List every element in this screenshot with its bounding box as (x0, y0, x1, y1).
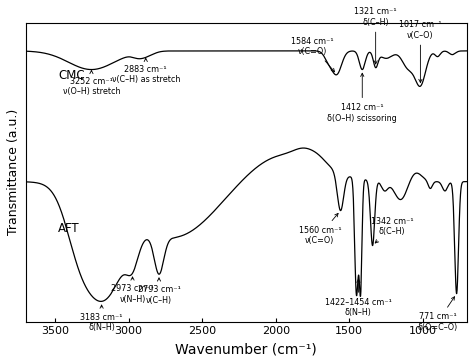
Text: 3183 cm⁻¹
δ(N–H): 3183 cm⁻¹ δ(N–H) (81, 305, 123, 332)
Text: 1321 cm⁻¹
δ(C–H): 1321 cm⁻¹ δ(C–H) (355, 7, 397, 64)
Text: 2973 cm⁻¹
ν(N–H): 2973 cm⁻¹ ν(N–H) (111, 277, 154, 304)
Text: 1017 cm⁻¹
ν(C–O): 1017 cm⁻¹ ν(C–O) (399, 20, 442, 82)
Y-axis label: Transmittance (a.u.): Transmittance (a.u.) (7, 109, 20, 235)
Text: CMC: CMC (58, 69, 84, 82)
Text: 2793 cm⁻¹
ν(C–H): 2793 cm⁻¹ ν(C–H) (137, 278, 181, 305)
Text: 1412 cm⁻¹
δ(O–H) scissoring: 1412 cm⁻¹ δ(O–H) scissoring (328, 73, 397, 123)
Text: 771 cm⁻¹
δ(O=C–O): 771 cm⁻¹ δ(O=C–O) (418, 297, 458, 332)
Text: 2883 cm⁻¹
ν(C–H) as stretch: 2883 cm⁻¹ ν(C–H) as stretch (111, 58, 180, 84)
Text: 3252 cm⁻¹
ν(O–H) stretch: 3252 cm⁻¹ ν(O–H) stretch (63, 70, 120, 97)
Text: 1584 cm⁻¹
ν(C=O): 1584 cm⁻¹ ν(C=O) (291, 37, 335, 72)
Text: 1560 cm⁻¹
ν(C=O): 1560 cm⁻¹ ν(C=O) (299, 213, 341, 245)
Text: AFT: AFT (58, 222, 80, 235)
Text: 1422–1454 cm⁻¹
δ(N–H): 1422–1454 cm⁻¹ δ(N–H) (325, 279, 392, 317)
X-axis label: Wavenumber (cm⁻¹): Wavenumber (cm⁻¹) (175, 342, 317, 356)
Text: 1342 cm⁻¹
δ(C–H): 1342 cm⁻¹ δ(C–H) (371, 217, 413, 243)
